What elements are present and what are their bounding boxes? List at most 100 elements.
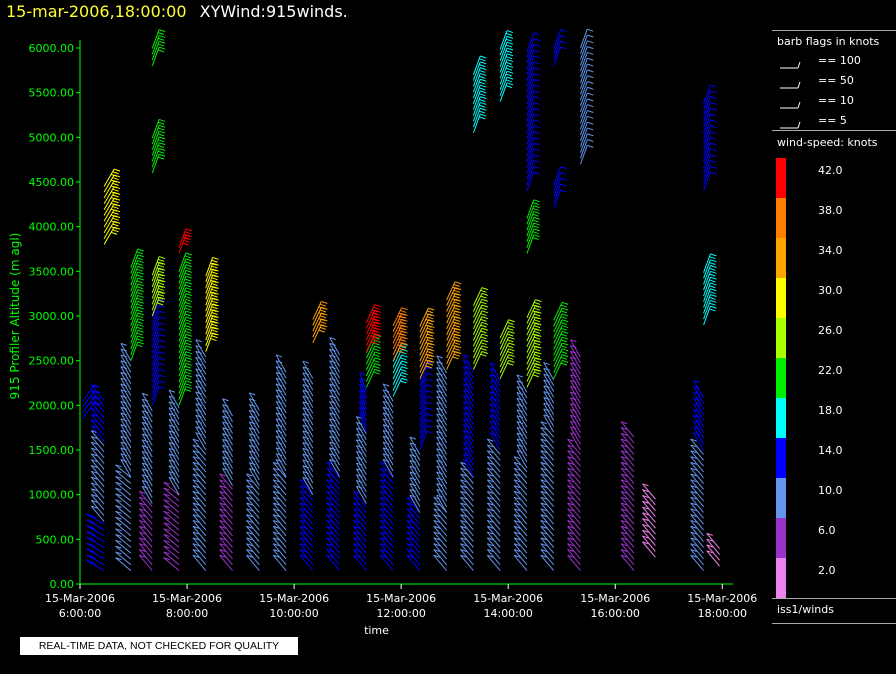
wind-barb-feather [136, 262, 143, 266]
wind-barb-feather [275, 418, 283, 422]
wind-barb-feather [353, 525, 360, 529]
wind-barb-feather [460, 502, 467, 506]
wind-barb [513, 496, 528, 513]
wind-barb-feather [142, 421, 149, 425]
wind-barb [141, 427, 153, 446]
wind-barb-feather [710, 142, 717, 146]
wind-barb-feather [479, 75, 486, 79]
wind-barb-feather [275, 459, 283, 462]
wind-barb [299, 496, 314, 513]
wind-barb-feather [110, 231, 118, 235]
wind-barb-feather [426, 351, 434, 354]
wind-barb-feather [709, 267, 716, 271]
wind-barb-feather [329, 429, 336, 433]
wind-barb-feather [139, 525, 146, 529]
wind-barb [246, 554, 260, 571]
wind-barb-feather [156, 273, 164, 277]
wind-barb [168, 453, 180, 472]
wind-barb-feather [490, 414, 497, 418]
wind-barb-feather [157, 264, 165, 268]
wind-barb-feather [567, 461, 574, 465]
wind-barb [329, 337, 341, 356]
wind-barb-feather [246, 508, 253, 512]
wind-barb-feather [157, 133, 165, 137]
wind-barb-feather [425, 324, 432, 328]
wind-barb-feather [299, 485, 307, 489]
wind-barb [499, 65, 508, 85]
wind-barb-feather [480, 96, 487, 100]
wind-barb [195, 345, 207, 364]
wind-barb-feather [561, 359, 569, 363]
wind-barb [326, 462, 340, 479]
wind-barb [302, 424, 314, 443]
wind-barb [299, 514, 314, 531]
wind-barb-feather [532, 322, 540, 325]
wind-barb-feather [567, 444, 574, 448]
wind-barb-feather [453, 342, 460, 346]
wind-barb [329, 412, 341, 431]
wind-barb-feather [480, 330, 487, 334]
wind-barb-feather [532, 351, 540, 355]
wind-barb [195, 432, 207, 451]
wind-barb [248, 410, 260, 428]
wind-barb-feather [158, 374, 166, 378]
wind-barb [579, 110, 588, 130]
x-tick-time: 12:00:00 [376, 607, 425, 620]
wind-barb-feather [139, 548, 146, 552]
wind-barb-feather [110, 191, 118, 195]
wind-barb [120, 447, 132, 466]
wind-barb-feather [460, 479, 467, 483]
wind-barb [151, 386, 160, 406]
wind-barb [567, 496, 581, 513]
wind-barb [460, 514, 474, 531]
wind-barb-feather [567, 479, 574, 483]
wind-barb [205, 309, 214, 329]
wind-barb [570, 351, 581, 369]
wind-barb [436, 407, 448, 426]
wind-barb [526, 222, 535, 243]
wind-barb-feather [690, 514, 697, 518]
wind-barb [703, 160, 711, 180]
wind-barb-feather [480, 307, 487, 311]
wind-barb-feather [185, 228, 193, 232]
barb-flag-label: == 50 [818, 74, 854, 87]
wind-barb [163, 516, 180, 531]
wind-barb-feather [163, 522, 170, 526]
wind-barb [329, 343, 341, 361]
wind-barb [693, 426, 704, 445]
wind-barb-feather [433, 519, 440, 523]
wind-barb-feather [137, 260, 144, 264]
wind-barb [489, 420, 501, 439]
wind-barb-feather [249, 450, 256, 454]
wind-barb-feather [406, 537, 414, 541]
wind-barb-feather [540, 450, 547, 454]
wind-barb-feather [532, 225, 539, 229]
wind-barb [163, 557, 180, 571]
wind-barb-feather [426, 339, 434, 343]
wind-barb-feather [508, 354, 515, 358]
wind-barb [436, 442, 448, 461]
wind-barb [579, 75, 588, 95]
wind-barb-feather [460, 508, 467, 512]
wind-barb-feather [246, 525, 253, 529]
wind-barb-feather [273, 490, 280, 494]
wind-barb [151, 119, 160, 139]
wind-barb [690, 467, 704, 484]
wind-barb-feather [273, 496, 280, 500]
wind-barb [353, 543, 367, 560]
wind-barb [272, 467, 287, 484]
wind-barb-feather [452, 327, 459, 331]
color-swatch [776, 558, 786, 598]
wind-barb-feather [463, 371, 470, 375]
wind-barb [139, 496, 153, 513]
wind-barb-feather [406, 508, 414, 512]
wind-barb-feather [168, 395, 176, 399]
wind-barb-feather [89, 526, 96, 530]
wind-barb-feather [506, 64, 514, 68]
wind-barb [302, 419, 314, 437]
wind-barb-feather [513, 467, 521, 471]
wind-barb-feather [487, 490, 494, 494]
wind-barb-feather [185, 287, 193, 291]
color-swatch [776, 478, 786, 518]
wind-barb-feather [318, 323, 325, 327]
